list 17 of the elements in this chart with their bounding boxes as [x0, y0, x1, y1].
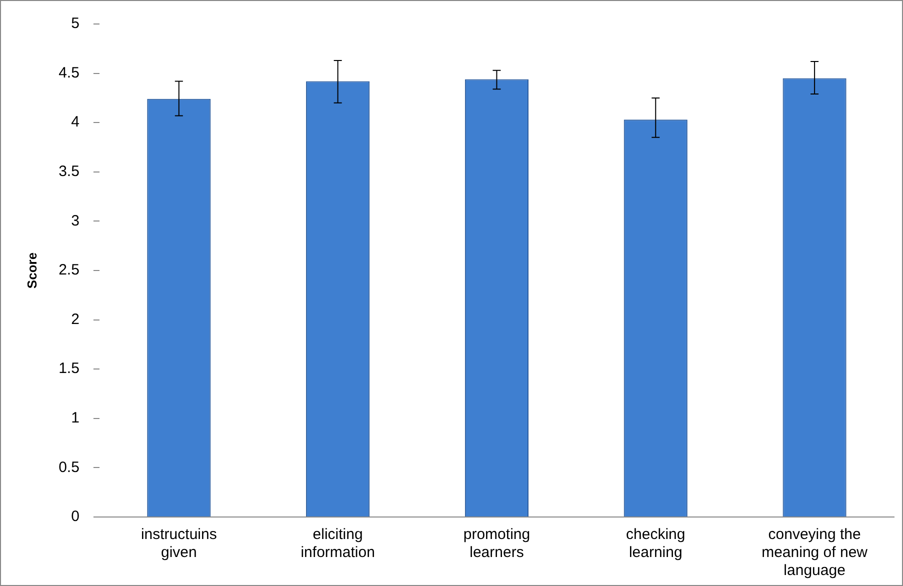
y-tick-label: 1.5 — [58, 360, 80, 378]
x-tick-label: promoting learners — [463, 526, 530, 562]
x-tick-label: instructuins given — [140, 526, 217, 562]
y-tick-label: 3.5 — [58, 163, 80, 180]
y-tick-label: 2.5 — [58, 262, 80, 279]
y-tick-label: 3 — [71, 212, 80, 230]
y-tick-label: 4 — [71, 114, 80, 131]
y-tick-label: 0.5 — [58, 458, 80, 476]
y-tick-label: 4.5 — [58, 64, 80, 82]
x-tick-label: conveying the meaning of new language — [762, 526, 868, 580]
y-tick-label: 2 — [71, 310, 80, 328]
y-tick-label: 0 — [71, 508, 80, 526]
x-tick-label: eliciting information — [300, 526, 375, 562]
y-axis-title: Score — [24, 252, 40, 289]
x-tick-label: checking learning — [626, 526, 686, 562]
y-tick-label: 5 — [71, 15, 80, 32]
y-tick-label: 1 — [71, 410, 80, 427]
